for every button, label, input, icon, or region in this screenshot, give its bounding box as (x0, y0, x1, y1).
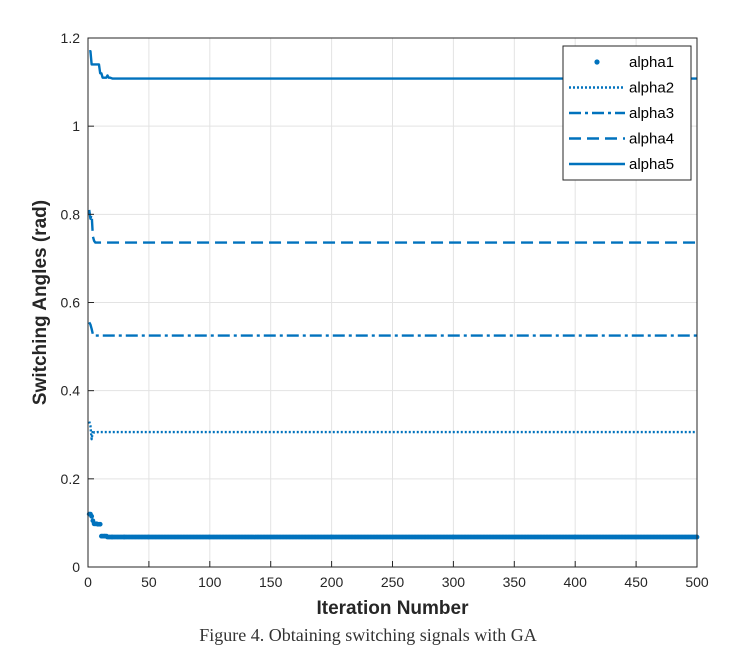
axis-ticks: 0 50 100 150 200 250 300 350 400 450 500 0 0.2 0.4 0.6… (61, 30, 709, 590)
y-tick-label: 0 (72, 559, 80, 575)
x-tick-label: 0 (84, 574, 92, 590)
data-point (97, 521, 103, 527)
legend-label: alpha5 (629, 156, 674, 173)
x-tick-label: 300 (442, 574, 466, 590)
legend-box (562, 45, 692, 181)
legend-label: alpha1 (629, 54, 674, 71)
x-tick-label: 100 (198, 574, 222, 590)
series-alpha1 (86, 511, 700, 540)
y-tick-label: 0.8 (61, 206, 81, 222)
x-tick-label: 150 (259, 574, 283, 590)
series-line (88, 421, 697, 441)
y-tick-label: 0.4 (61, 383, 81, 399)
legend-label: alpha3 (629, 105, 674, 122)
x-tick-label: 50 (141, 574, 157, 590)
data-point (89, 513, 95, 519)
x-tick-label: 450 (624, 574, 648, 590)
x-axis-label: Iteration Number (316, 598, 469, 619)
legend: alpha1 alpha2 alpha3 alpha4 alpha5 (562, 45, 692, 181)
y-tick-label: 0.6 (61, 295, 81, 311)
series-line (89, 50, 697, 80)
series-line (88, 209, 697, 244)
figure-caption: Figure 4. Obtaining switching signals wi… (199, 625, 537, 645)
y-tick-label: 0.2 (61, 471, 81, 487)
x-tick-label: 500 (685, 574, 709, 590)
series-alpha4 (88, 209, 697, 244)
legend-swatch (594, 59, 600, 65)
series-alpha5 (89, 50, 697, 80)
x-tick-label: 350 (503, 574, 527, 590)
y-tick-label: 1.2 (61, 30, 81, 46)
series-alpha3 (88, 321, 697, 337)
series-alpha2 (88, 421, 697, 441)
x-tick-label: 400 (564, 574, 588, 590)
series-line (88, 321, 697, 337)
x-tick-label: 200 (320, 574, 344, 590)
legend-label: alpha4 (629, 131, 674, 148)
y-axis-label: Switching Angles (rad) (30, 200, 51, 405)
series-layer (86, 50, 700, 540)
x-tick-label: 250 (381, 574, 405, 590)
y-tick-label: 1 (72, 118, 80, 134)
legend-label: alpha2 (629, 80, 674, 97)
